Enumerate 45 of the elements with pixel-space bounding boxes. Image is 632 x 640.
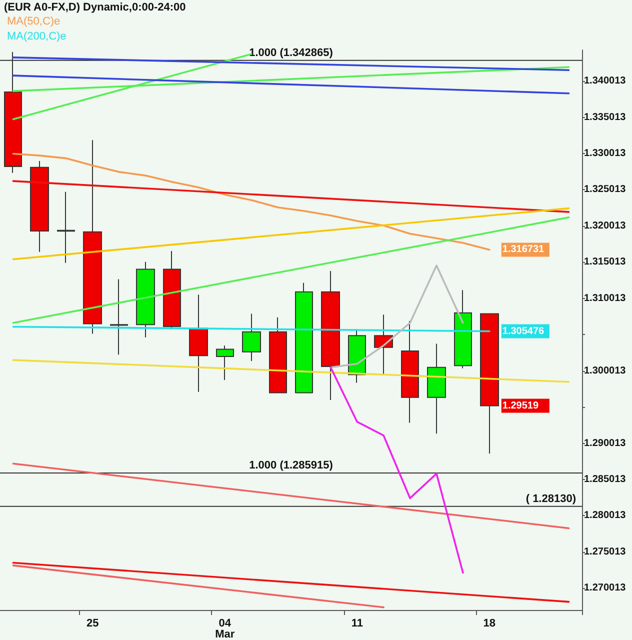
line-series: [12, 152, 490, 251]
candlestick: [480, 313, 499, 454]
y-tick-label: 1.340013: [584, 76, 626, 87]
candlestick: [454, 290, 472, 369]
text: MA(200,C)e: [7, 30, 66, 42]
candlestick: [427, 343, 446, 434]
candlestick: [83, 140, 102, 334]
ref-line-label: 1.000 (1.342865): [249, 46, 334, 59]
candlestick: [30, 160, 49, 252]
text: MA(50,C)e: [7, 16, 60, 28]
candlestick: [57, 191, 75, 264]
y-tick-label: 1.270013: [584, 582, 626, 594]
candlestick: [242, 313, 261, 362]
candlestick: [295, 282, 313, 394]
y-tick-label: 1.300013: [584, 365, 626, 376]
y-tick-label: 1.310013: [584, 292, 626, 304]
candlestick: [401, 320, 419, 424]
candlestick: [189, 294, 208, 392]
y-tick-label: 1.275013: [584, 546, 626, 558]
line-series: [330, 264, 464, 368]
data-label: 1.305476: [502, 326, 545, 337]
y-tick-label: 1.325013: [584, 184, 626, 196]
x-tick-label: 25: [86, 618, 99, 630]
candlestick: [348, 328, 366, 384]
x-tick-label: 18: [483, 618, 496, 630]
candlestick: [163, 250, 181, 330]
text: 1.29519: [502, 400, 539, 412]
candlestick: [136, 261, 155, 338]
y-tick-label: 1.285013: [584, 474, 626, 486]
x-tick-label: 11: [351, 618, 363, 630]
ref-line-label: 1.000 (1.285915): [249, 459, 334, 472]
y-tick-label: 1.335013: [584, 112, 626, 123]
x-tick-label: 04 Mar: [215, 618, 236, 640]
y-tick-label: 1.330013: [584, 148, 626, 159]
y-tick-label: 1.280013: [584, 510, 626, 522]
data-label: 1.316731: [502, 244, 545, 256]
chart-title: (EUR A0-FX,D) Dynamic,0:00-24:00: [4, 2, 186, 14]
y-tick-label: 1.290013: [584, 438, 626, 449]
candlestick: [110, 278, 128, 356]
candlestick: [321, 270, 340, 401]
candlestick: [269, 316, 287, 394]
y-tick-label: 1.320013: [584, 220, 626, 232]
ref-line-label: ( 1.28130): [526, 492, 576, 505]
candlestick: [216, 345, 234, 381]
y-tick-label: 1.315013: [584, 256, 626, 268]
